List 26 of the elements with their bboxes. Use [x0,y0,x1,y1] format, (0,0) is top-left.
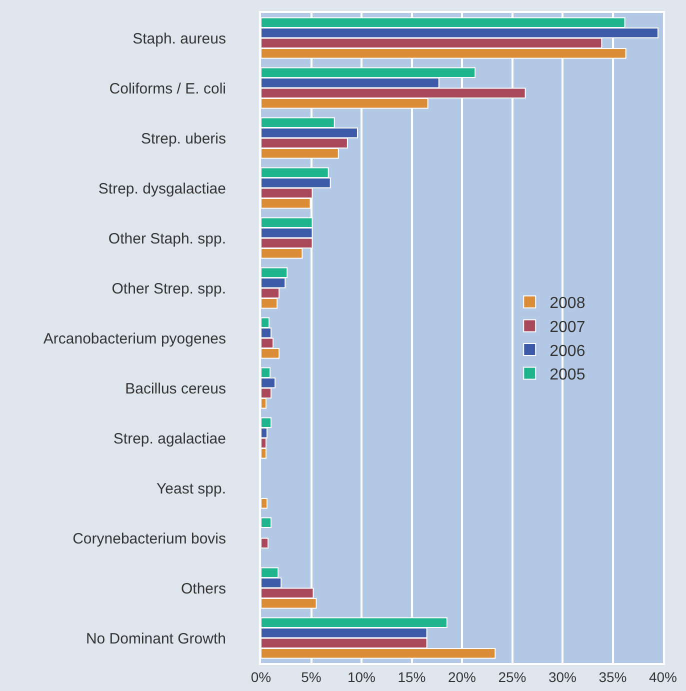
x-tick-label: 5% [301,668,322,685]
y-tick-label: Staph. aureus [132,30,226,48]
y-tick-label: Yeast spp. [156,480,226,498]
x-tick-label: 15% [398,668,426,685]
y-tick-label: Strep. dysgalactiae [98,180,226,198]
y-tick-label: No Dominant Growth [86,630,226,648]
legend-label: 2008 [550,295,586,312]
y-tick-label: Other Strep. spp. [112,280,226,298]
y-tick-label: Arcanobacterium pyogenes [43,330,226,348]
x-tick-label: 30% [548,668,577,685]
y-tick-label: Strep. agalactiae [113,430,226,448]
y-tick-label: Other Staph. spp. [108,230,226,248]
y-tick-label: Others [180,580,226,598]
legend-label: 2005 [550,366,586,384]
y-tick-label: Coliforms / E. coli [109,80,226,98]
y-tick-label: Bacillus cereus [125,380,226,398]
y-tick-label: Corynebacterium bovis [72,530,226,548]
x-tick-label: 25% [498,668,526,685]
legend-label: 2007 [550,318,586,336]
x-tick-label: 40% [648,668,678,685]
x-tick-label: 35% [598,668,627,685]
x-tick-label: 0% [250,668,272,685]
x-tick-label: 20% [448,668,476,685]
y-tick-label: Strep. uberis [140,130,226,148]
x-tick-label: 10% [347,668,376,685]
legend-label: 2006 [550,342,586,360]
